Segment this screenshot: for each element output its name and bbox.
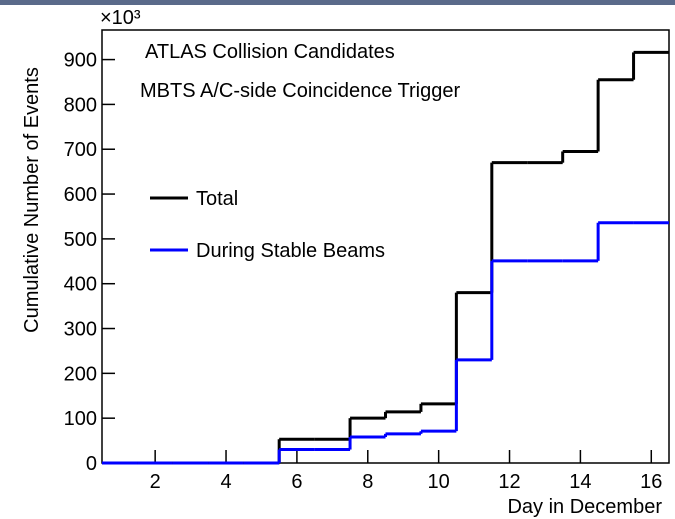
x-tick-label: 4	[220, 471, 231, 493]
y-tick-label: 100	[64, 408, 97, 430]
x-tick-label: 12	[498, 471, 520, 493]
window-edge	[0, 0, 675, 5]
y-tick-label: 400	[64, 274, 97, 296]
y-tick-label: 300	[64, 319, 97, 341]
x-tick-label: 6	[291, 471, 302, 493]
x-tick-label: 10	[428, 471, 450, 493]
y-multiplier: ×10³	[100, 7, 141, 29]
x-tick-label: 8	[362, 471, 373, 493]
y-tick-label: 500	[64, 229, 97, 251]
y-axis-label: Cumulative Number of Events	[21, 67, 43, 333]
y-tick-label: 200	[64, 363, 97, 385]
annotation: MBTS A/C-side Coincidence Trigger	[140, 80, 460, 102]
x-tick-label: 2	[150, 471, 161, 493]
y-tick-label: 0	[86, 453, 97, 475]
y-tick-label: 700	[64, 139, 97, 161]
legend-label: Total	[196, 188, 238, 210]
legend-label: During Stable Beams	[196, 240, 385, 262]
x-tick-label: 14	[569, 471, 591, 493]
y-tick-label: 900	[64, 50, 97, 72]
x-axis-label: Day in December	[507, 496, 662, 518]
x-tick-label: 16	[640, 471, 662, 493]
annotation: ATLAS Collision Candidates	[145, 41, 395, 63]
plot-frame	[101, 29, 670, 464]
y-tick-label: 800	[64, 94, 97, 116]
y-tick-label: 600	[64, 184, 97, 206]
